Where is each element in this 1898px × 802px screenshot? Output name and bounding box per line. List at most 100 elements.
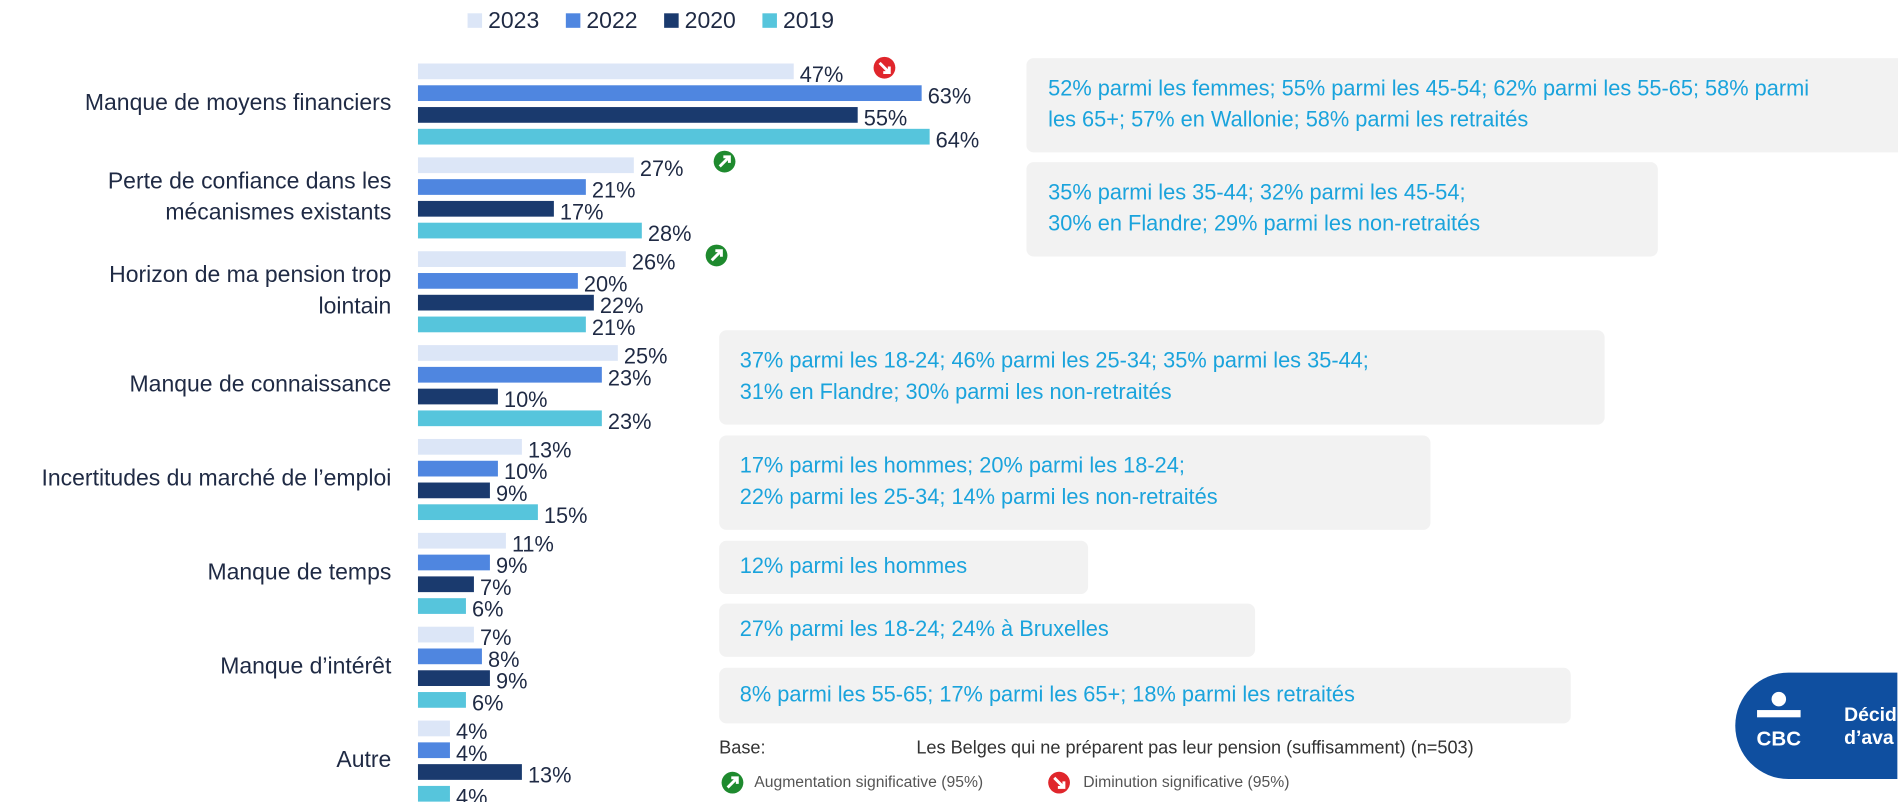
note-text: 52% parmi les femmes; 55% parmi les 45-5…: [1048, 75, 1809, 100]
bar: [417, 128, 930, 145]
legend-label: 2022: [586, 7, 637, 33]
value-label: 9%: [496, 553, 527, 578]
category-label: lointain: [319, 293, 392, 319]
value-label: 4%: [456, 784, 487, 802]
sig-arrow: [726, 776, 739, 789]
note-text: 22% parmi les 25-34; 14% parmi les non-r…: [740, 484, 1218, 509]
bar: [417, 504, 538, 521]
category-label: mécanismes existants: [165, 199, 391, 225]
note-box: [719, 667, 1571, 724]
bar: [417, 764, 522, 780]
sig-icon-up: [713, 150, 736, 173]
value-label: 4%: [456, 719, 487, 744]
value-label: 21%: [592, 178, 636, 203]
bar: [417, 532, 506, 549]
value-label: 13%: [528, 763, 572, 788]
bar: [417, 316, 586, 333]
bar: [417, 576, 474, 593]
bar: [417, 222, 642, 239]
base-label: Base:: [719, 738, 765, 758]
note-box: [719, 603, 1256, 657]
bar: [417, 251, 626, 267]
category-label: Autre: [336, 746, 391, 772]
value-label: 20%: [584, 271, 628, 296]
note-text: 37% parmi les 18-24; 46% parmi les 25-34…: [740, 347, 1369, 372]
value-label: 55%: [864, 106, 908, 131]
bar: [417, 200, 554, 217]
bar: [417, 438, 522, 455]
bar: [417, 294, 594, 311]
sig-icon-up: [721, 771, 744, 794]
value-label: 15%: [544, 503, 588, 528]
value-label: 10%: [504, 459, 548, 484]
bar: [417, 598, 466, 614]
value-label: 23%: [608, 409, 652, 434]
bar: [417, 720, 450, 737]
sig-icon-down: [1048, 771, 1070, 794]
sig-arrow: [1053, 776, 1066, 789]
category-label: Manque d’intérêt: [220, 652, 392, 678]
value-label: 27%: [640, 156, 684, 181]
value-label: 25%: [624, 344, 668, 369]
sig-down-label: Diminution significative (95%): [1083, 774, 1289, 791]
logo-dot: [1771, 691, 1787, 707]
logo-slogan: d’ava: [1844, 727, 1894, 749]
note-box: [1026, 58, 1898, 153]
note-box: [719, 540, 1089, 594]
category-label: Manque de temps: [207, 558, 391, 584]
value-label: 23%: [608, 365, 652, 390]
bar: [417, 179, 586, 195]
value-label: 64%: [936, 127, 980, 152]
bar: [417, 366, 602, 383]
value-label: 8%: [488, 647, 519, 672]
bar: [417, 107, 858, 123]
value-label: 13%: [528, 437, 572, 462]
note-text: 12% parmi les hommes: [740, 553, 968, 578]
value-label: 9%: [496, 481, 527, 506]
bar: [417, 670, 490, 686]
value-label: 6%: [472, 597, 503, 622]
logo: CBC Décid d’ava: [1735, 672, 1898, 780]
category-label: Incertitudes du marché de l’emploi: [42, 465, 392, 491]
legend-label: 2019: [783, 7, 834, 33]
value-label: 7%: [480, 625, 511, 650]
bar: [417, 785, 450, 802]
sig-up-label: Augmentation significative (95%): [754, 774, 983, 791]
value-label: 22%: [600, 293, 644, 318]
note-text: 35% parmi les 35-44; 32% parmi les 45-54…: [1048, 179, 1465, 204]
legend-swatch: [565, 13, 581, 28]
sig-icon-up: [705, 244, 728, 267]
base-text: Les Belges qui ne préparent pas leur pen…: [916, 738, 1473, 758]
bar: [417, 460, 498, 477]
value-label: 17%: [560, 199, 604, 224]
value-label: 6%: [472, 690, 503, 715]
logo-brand: CBC: [1757, 728, 1802, 751]
category-label: Horizon de ma pension trop: [109, 261, 391, 287]
note-text: 31% en Flandre; 30% parmi les non-retrai…: [740, 379, 1172, 404]
bar: [417, 648, 482, 665]
note-box: [1026, 162, 1658, 257]
sig-icon-down: [873, 56, 896, 79]
value-label: 7%: [480, 575, 511, 600]
sig-arrow: [718, 155, 731, 168]
note-text: 8% parmi les 55-65; 17% parmi les 65+; 1…: [740, 681, 1355, 706]
legend-swatch: [762, 13, 777, 28]
note-text: les 65+; 57% en Wallonie; 58% parmi les …: [1048, 107, 1528, 132]
value-label: 28%: [648, 221, 692, 246]
bar: [417, 388, 498, 405]
bar: [417, 273, 578, 289]
category-label: Perte de confiance dans les: [108, 167, 391, 193]
bar: [417, 345, 618, 361]
legend-label: 2023: [488, 7, 539, 33]
category-label: Manque de connaissance: [130, 371, 392, 397]
legend-swatch: [467, 13, 483, 28]
legend-swatch: [664, 13, 679, 28]
bar: [417, 626, 474, 643]
value-label: 63%: [928, 84, 972, 109]
bar: [417, 692, 466, 708]
sig-arrow: [878, 61, 891, 75]
note-box: [719, 435, 1431, 530]
bar: [417, 410, 602, 427]
value-label: 9%: [496, 669, 527, 694]
